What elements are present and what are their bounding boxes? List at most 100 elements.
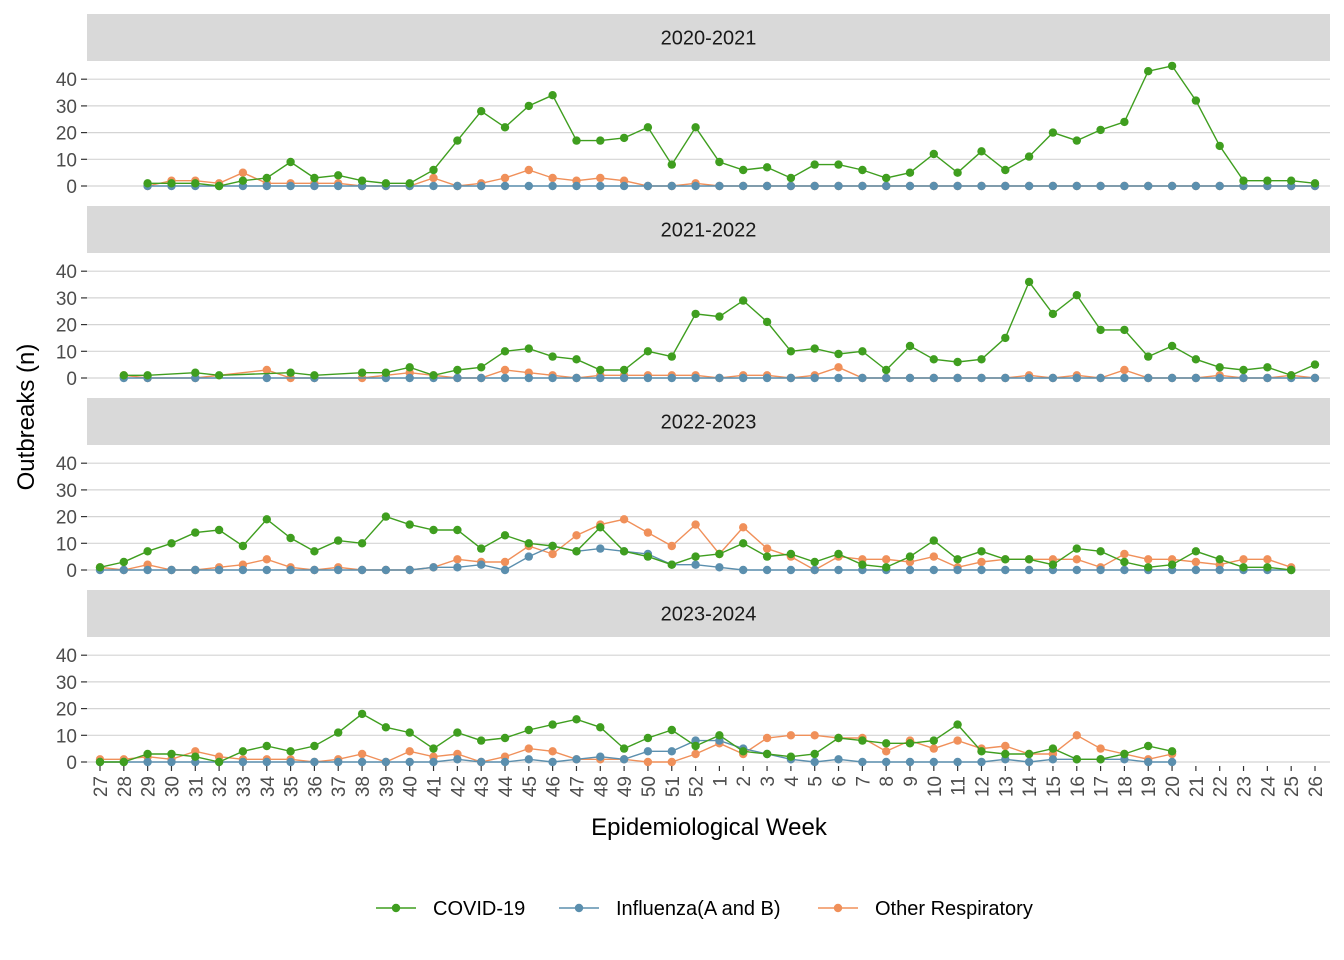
data-point xyxy=(905,168,915,177)
data-point xyxy=(1001,565,1010,575)
x-tick-label: 25 xyxy=(1282,776,1303,797)
data-point xyxy=(262,365,271,375)
data-point xyxy=(929,181,938,191)
data-point xyxy=(572,373,581,383)
x-tick-label: 11 xyxy=(949,776,970,796)
data-point xyxy=(1120,557,1129,567)
panel-2022-2023: 2022-2023 0 10 20 30 40 xyxy=(56,398,1330,582)
series-COVID-19 xyxy=(119,277,1320,380)
data-point xyxy=(548,181,557,191)
data-point xyxy=(739,373,748,383)
y-tick-label: 10 xyxy=(56,726,77,747)
x-tick-label: 33 xyxy=(234,776,255,797)
data-point xyxy=(667,757,676,767)
data-point xyxy=(119,565,128,575)
y-tick-label: 40 xyxy=(56,70,77,91)
data-point xyxy=(214,565,224,575)
data-point xyxy=(286,565,295,575)
x-tick-label: 51 xyxy=(663,776,684,797)
data-point xyxy=(548,173,557,183)
data-point xyxy=(953,373,962,383)
data-point xyxy=(762,373,772,383)
data-point xyxy=(572,181,581,191)
data-point xyxy=(643,373,653,383)
data-point xyxy=(405,520,414,529)
data-point xyxy=(262,181,271,191)
data-point xyxy=(477,107,486,116)
data-point xyxy=(1096,547,1105,556)
data-point xyxy=(929,744,938,753)
data-point xyxy=(477,181,486,191)
data-point xyxy=(786,173,796,183)
y-tick-label: 40 xyxy=(56,454,77,475)
data-point xyxy=(429,165,438,175)
data-point xyxy=(1167,560,1177,569)
data-point xyxy=(691,123,700,132)
x-tick-label: 13 xyxy=(996,776,1017,797)
data-point xyxy=(1096,744,1105,753)
data-point xyxy=(762,181,772,191)
facet-strip xyxy=(87,590,1330,637)
data-point xyxy=(453,728,462,737)
data-point xyxy=(810,731,819,740)
data-point xyxy=(453,181,462,191)
data-point xyxy=(119,557,128,567)
data-point xyxy=(1048,755,1058,764)
data-point xyxy=(357,368,367,377)
data-point xyxy=(405,757,414,767)
data-point xyxy=(524,373,533,383)
data-point xyxy=(143,179,152,188)
data-point xyxy=(786,181,796,191)
data-point xyxy=(548,747,557,756)
data-point xyxy=(953,168,962,177)
data-point xyxy=(643,552,653,561)
data-point xyxy=(95,563,105,572)
data-point xyxy=(643,123,653,132)
y-tick-label: 10 xyxy=(56,342,77,363)
series-Influenza(A and B) xyxy=(143,181,1320,191)
data-point xyxy=(357,757,367,767)
data-point xyxy=(739,565,748,575)
x-tick-label: 31 xyxy=(186,776,207,797)
data-point xyxy=(334,565,343,575)
data-point xyxy=(596,181,605,191)
data-point xyxy=(500,347,510,356)
y-tick-label: 20 xyxy=(56,508,77,529)
data-point xyxy=(357,709,367,719)
data-point xyxy=(905,565,915,575)
x-tick-label: 4 xyxy=(782,776,803,787)
data-point xyxy=(977,747,986,756)
data-point xyxy=(1072,136,1082,145)
data-point xyxy=(429,757,438,767)
data-point xyxy=(953,757,962,767)
data-point xyxy=(762,163,772,172)
y-tick-label: 0 xyxy=(66,369,77,390)
x-tick-label: 16 xyxy=(1068,776,1089,797)
data-point xyxy=(262,373,271,383)
series-line xyxy=(147,65,1316,187)
data-point xyxy=(1120,325,1129,335)
legend-label: Influenza(A and B) xyxy=(616,898,781,920)
data-point xyxy=(1310,373,1320,383)
data-point xyxy=(572,547,581,556)
legend-item: COVID-19 xyxy=(376,898,525,920)
data-point xyxy=(929,149,938,159)
data-point xyxy=(1167,341,1177,351)
data-point xyxy=(1191,565,1201,575)
data-point xyxy=(381,565,391,575)
data-point xyxy=(596,373,605,383)
data-point xyxy=(667,541,676,551)
data-point xyxy=(477,544,486,553)
data-point xyxy=(143,749,152,759)
data-point xyxy=(810,160,819,169)
legend-item: Influenza(A and B) xyxy=(559,898,781,920)
data-point xyxy=(786,752,796,761)
data-point xyxy=(334,181,343,191)
data-point xyxy=(905,757,915,767)
data-point xyxy=(596,752,605,761)
data-point xyxy=(572,715,581,724)
data-point xyxy=(1072,731,1082,740)
panel-2023-2024: 2023-2024 0 10 20 30 40 xyxy=(56,590,1330,774)
data-point xyxy=(453,525,462,535)
